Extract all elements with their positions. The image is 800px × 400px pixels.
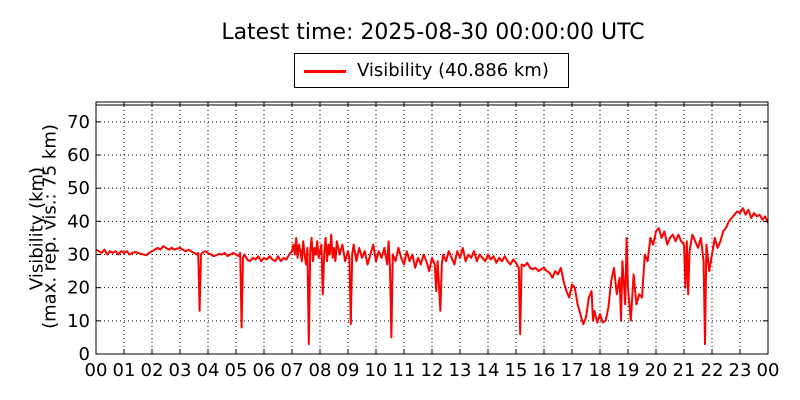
series-layer [95,207,769,346]
chart-title: Latest time: 2025-08-30 00:00:00 UTC [221,20,645,45]
x-tick-label: 10 [365,360,388,381]
plot-frame [95,101,769,355]
legend-swatch-visibility [304,70,346,73]
y-tick-label: 30 [67,245,90,266]
legend-label-visibility: Visibility (40.886 km) [357,60,549,81]
x-tick-label: 03 [169,360,192,381]
x-tick-label: 11 [393,360,416,381]
y-tick-label: 50 [67,178,90,199]
x-tick-label: 22 [701,360,724,381]
y-tick-label: 20 [67,278,90,299]
x-tick-label: 05 [225,360,248,381]
tick-layer: 00 01 02 03 04 05 06 07 08 09 10 11 12 13 14 15 16 17 18 19… [67,102,779,381]
x-tick-label: 01 [113,360,136,381]
y-tick-label: 10 [67,311,90,332]
x-tick-label: 06 [253,360,276,381]
x-tick-label: 07 [281,360,304,381]
x-tick-label: 15 [505,360,528,381]
x-tick-label: 04 [197,360,220,381]
x-tick-label: 14 [477,360,500,381]
series-line-visibility [95,207,769,346]
y-axis-label-line2: (max. rep. vis.: 75 km) [39,124,61,329]
x-tick-label: 18 [589,360,612,381]
y-tick-label: 70 [67,112,90,133]
x-tick-label: 00 [85,360,108,381]
x-tick-label: 20 [645,360,668,381]
x-tick-label: 09 [337,360,360,381]
x-tick-label: 08 [309,360,332,381]
x-tick-label: 16 [533,360,556,381]
x-tick-label: 13 [449,360,472,381]
x-tick-label: 02 [141,360,164,381]
x-tick-label: 00 [757,360,780,381]
x-tick-label: 17 [561,360,584,381]
y-tick-label: 40 [67,211,90,232]
x-tick-label: 21 [673,360,696,381]
y-tick-label: 0 [79,344,90,365]
x-tick-label: 19 [617,360,640,381]
legend: Visibility (40.886 km) [294,53,569,88]
grid [96,102,768,354]
y-tick-label: 60 [67,145,90,166]
x-tick-label: 12 [421,360,444,381]
x-tick-label: 23 [729,360,752,381]
